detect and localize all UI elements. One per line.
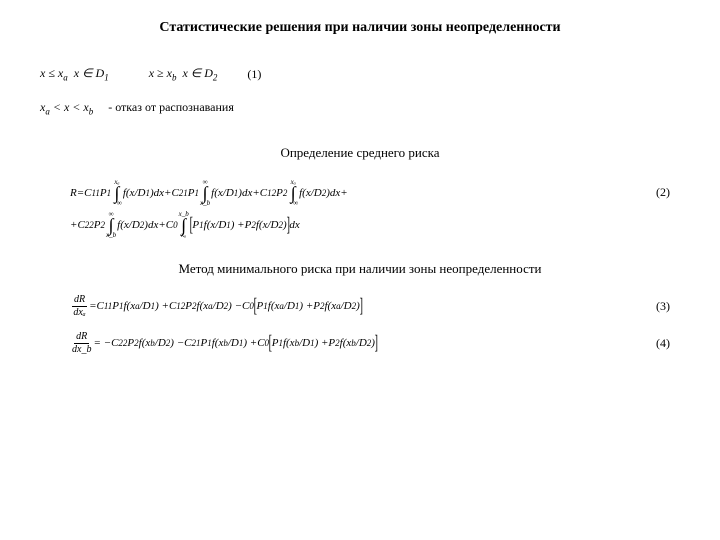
fraction-dr-dxb: dR dx_b — [72, 332, 91, 355]
condition-row-2: xa < x < xb - отказ от распознавания — [40, 100, 680, 116]
condition-row-1: x ≤ xa x ∈ D1 x ≥ xb x ∈ D2 (1) — [40, 66, 680, 82]
page-root: Статистические решения при наличии зоны … — [0, 0, 720, 379]
bracket-close-icon: ] — [286, 218, 289, 232]
condition-2: x ≥ xb x ∈ D2 — [149, 66, 218, 82]
bracket-close-icon: ] — [359, 299, 362, 313]
equation-3: dR dxₐ = C11P1 f (xa / D1) + C12P2 f (xa… — [40, 295, 680, 318]
section-heading-2: Метод минимального риска при наличии зон… — [40, 261, 680, 277]
section-heading-1: Определение среднего риска — [40, 145, 680, 161]
main-title: Статистические решения при наличии зоны … — [40, 20, 680, 36]
condition-1: x ≤ xa x ∈ D1 — [40, 66, 109, 82]
equation-tag-4: (4) — [656, 336, 680, 351]
equation-tag-3: (3) — [656, 299, 680, 314]
bracket-close-icon: ] — [375, 336, 378, 350]
equation-4: dR dx_b = −C22P2 f (xb / D2) − C21P1 f (… — [40, 332, 680, 355]
condition-3-range: xa < x < xb — [40, 100, 96, 114]
equation-tag-1: (1) — [247, 67, 261, 82]
refusal-text: - отказ от распознавания — [108, 100, 234, 114]
equation-2: R = C11P1 xₐ∫−∞ f (x / D1)dx + C21P1 ∞∫x… — [40, 179, 680, 239]
bracket-open-icon: [ — [189, 218, 192, 232]
bracket-open-icon: [ — [254, 299, 257, 313]
fraction-dr-dxa: dR dxₐ — [72, 295, 87, 318]
bracket-open-icon: [ — [269, 336, 272, 350]
equation-tag-2: (2) — [656, 185, 680, 200]
